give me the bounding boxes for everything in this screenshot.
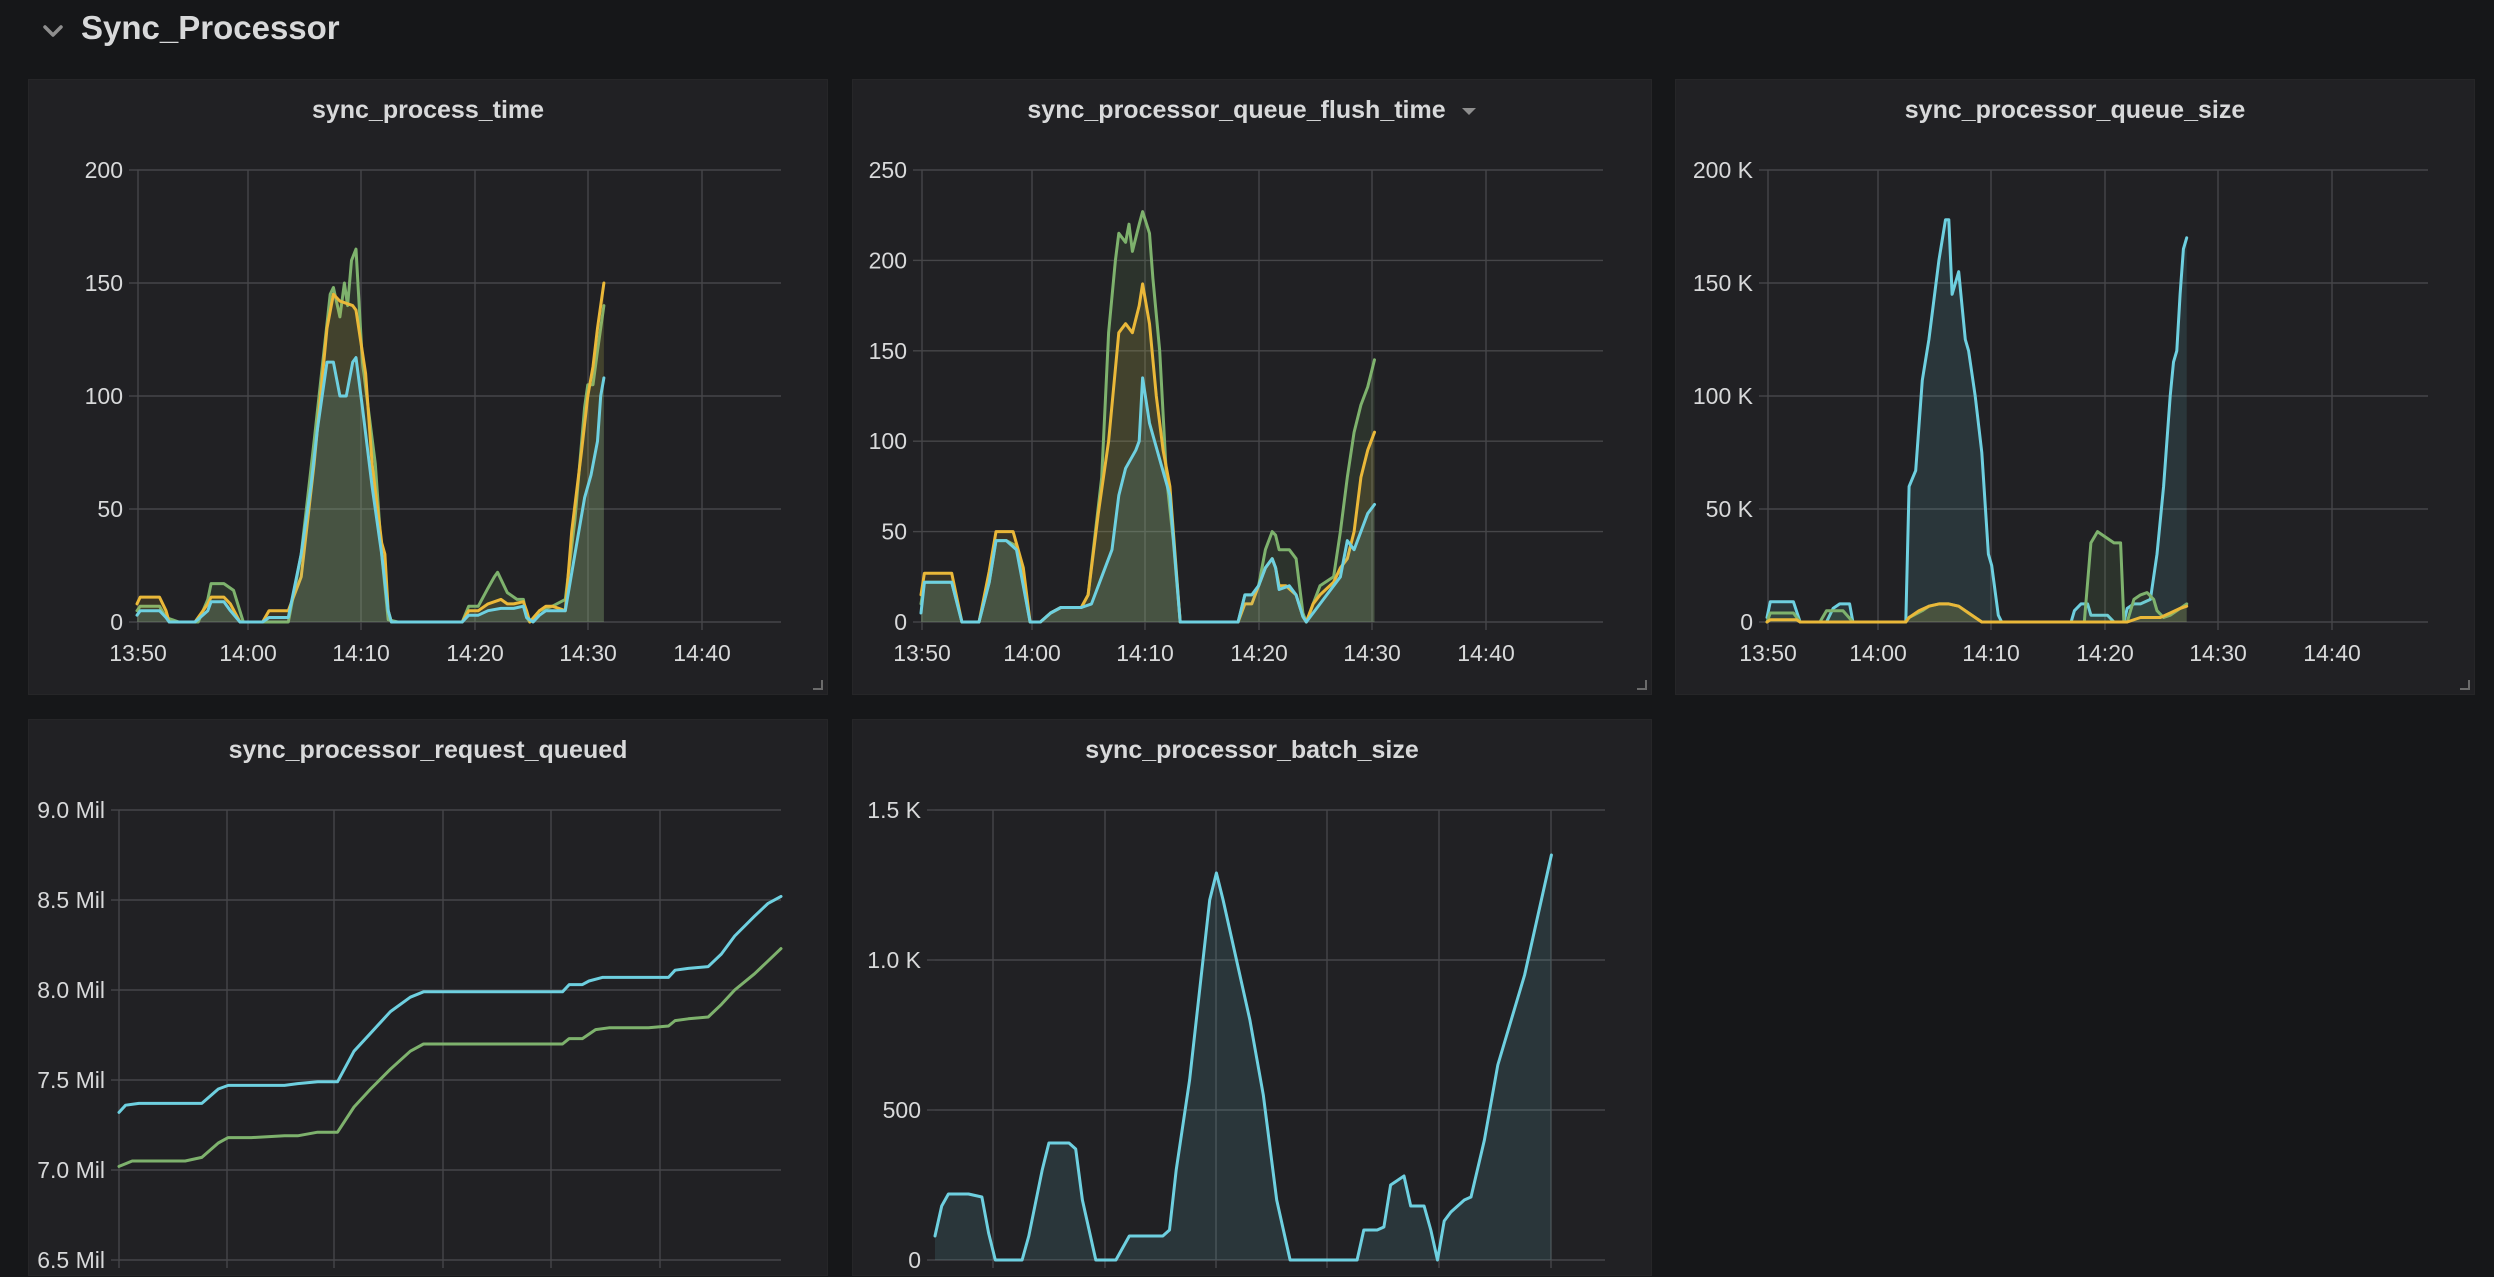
series-area — [921, 283, 1375, 622]
row-title[interactable]: Sync_Processor — [81, 9, 340, 46]
series-area — [935, 855, 1552, 1260]
y-tick-label: 7.0 Mil — [37, 1157, 105, 1183]
series-line — [1765, 602, 2189, 624]
y-tick-label: 200 K — [1693, 157, 1754, 183]
caret-down-icon[interactable] — [1461, 105, 1477, 117]
panel-sync-process-time[interactable]: sync_process_time 0 50 100 150 200 13:50 14:00… — [28, 79, 828, 695]
y-tick-label: 0 — [1740, 609, 1753, 635]
y-tick-label: 0 — [110, 609, 123, 635]
y-tick-label: 8.5 Mil — [37, 887, 105, 913]
y-tick-label: 8.0 Mil — [37, 977, 105, 1003]
y-tick-label: 100 K — [1693, 383, 1754, 409]
x-tick-label: 14:20 — [2076, 640, 2134, 666]
panel-sync-processor-queue-flush-time[interactable]: sync_processor_queue_flush_time 0 50 100 15… — [852, 79, 1652, 695]
y-tick-label: 150 — [869, 338, 907, 364]
x-tick-label: 14:40 — [673, 640, 731, 666]
y-tick-label: 200 — [869, 247, 907, 273]
chart-plot: 0 50 100 150 200 250 13:50 14:00 14:10 14:20 14:30… — [869, 157, 1603, 666]
series-line — [919, 376, 1376, 624]
panel-title[interactable]: sync_processor_queue_flush_time — [853, 96, 1651, 125]
series-line — [919, 282, 1376, 624]
x-tick-label: 14:30 — [559, 640, 617, 666]
panel-sync-processor-request-queued[interactable]: sync_processor_request_queued 6.5 Mil 7.0… — [28, 719, 828, 1276]
x-tick-label: 14:40 — [2303, 640, 2361, 666]
y-tick-label: 500 — [883, 1097, 921, 1123]
x-tick-label: 14:30 — [1343, 640, 1401, 666]
panel-title[interactable]: sync_processor_request_queued — [228, 736, 628, 764]
y-tick-label: 250 — [869, 157, 907, 183]
series-line — [135, 281, 606, 624]
y-tick-label: 0 — [894, 609, 907, 635]
y-tick-label: 150 K — [1693, 270, 1754, 296]
x-tick-label: 14:00 — [1849, 640, 1907, 666]
series-area — [137, 357, 604, 622]
x-tick-label: 14:00 — [219, 640, 277, 666]
y-tick-label: 1.5 K — [867, 797, 921, 823]
y-tick-label: 150 — [85, 270, 123, 296]
chart-plot: 0 500 1.0 K 1.5 K — [867, 797, 1605, 1273]
x-tick-label: 14:10 — [332, 640, 390, 666]
series-line — [1765, 218, 2189, 624]
y-tick-label: 6.5 Mil — [37, 1247, 105, 1273]
chart-plot: 6.5 Mil 7.0 Mil 7.5 Mil 8.0 Mil 8.5 Mil 9.0 M… — [37, 797, 783, 1273]
x-tick-label: 14:20 — [446, 640, 504, 666]
panel-sync-processor-batch-size[interactable]: sync_processor_batch_size 0 500 1.0 K 1.5 K — [852, 719, 1652, 1276]
series-line — [117, 894, 783, 1114]
y-tick-label: 50 K — [1706, 496, 1754, 522]
x-tick-label: 14:20 — [1230, 640, 1288, 666]
series-line — [117, 947, 783, 1168]
y-tick-label: 50 — [97, 496, 123, 522]
panel-title[interactable]: sync_processor_queue_size — [1904, 96, 2246, 124]
x-tick-label: 13:50 — [893, 640, 951, 666]
resize-handle-icon[interactable] — [1637, 680, 1647, 690]
y-tick-label: 50 — [881, 519, 907, 545]
series-area — [921, 377, 1375, 622]
panel-title[interactable]: sync_processor_batch_size — [1085, 736, 1419, 764]
y-tick-label: 100 — [869, 428, 907, 454]
x-tick-label: 14:10 — [1116, 640, 1174, 666]
x-tick-label: 14:00 — [1003, 640, 1061, 666]
x-tick-label: 13:50 — [1739, 640, 1797, 666]
y-tick-label: 100 — [85, 383, 123, 409]
y-tick-label: 7.5 Mil — [37, 1067, 105, 1093]
y-tick-label: 0 — [908, 1247, 921, 1273]
series-area — [1767, 603, 2187, 622]
series-line — [933, 853, 1553, 1262]
x-tick-label: 14:40 — [1457, 640, 1515, 666]
panel-title-text: sync_processor_queue_flush_time — [1027, 96, 1446, 124]
x-tick-label: 14:30 — [2189, 640, 2247, 666]
chevron-down-icon[interactable] — [40, 18, 66, 44]
chart-plot: 0 50 K 100 K 150 K 200 K 13:50 14:00 14:10 14:20… — [1693, 157, 2428, 666]
resize-handle-icon[interactable] — [2460, 680, 2470, 690]
panel-title[interactable]: sync_process_time — [311, 96, 545, 124]
panel-sync-processor-queue-size[interactable]: sync_processor_queue_size 0 50 K 100 K 150 … — [1675, 79, 2475, 695]
x-tick-label: 14:10 — [1962, 640, 2020, 666]
y-tick-label: 9.0 Mil — [37, 797, 105, 823]
chart-plot: 0 50 100 150 200 13:50 14:00 14:10 14:20 14:30 14:… — [85, 157, 781, 666]
y-tick-label: 200 — [85, 157, 123, 183]
x-tick-label: 13:50 — [109, 640, 167, 666]
resize-handle-icon[interactable] — [813, 680, 823, 690]
series-area — [1767, 531, 2187, 622]
row-header[interactable]: Sync_Processor — [0, 0, 2494, 56]
series-line — [135, 356, 606, 624]
y-tick-label: 1.0 K — [867, 947, 921, 973]
